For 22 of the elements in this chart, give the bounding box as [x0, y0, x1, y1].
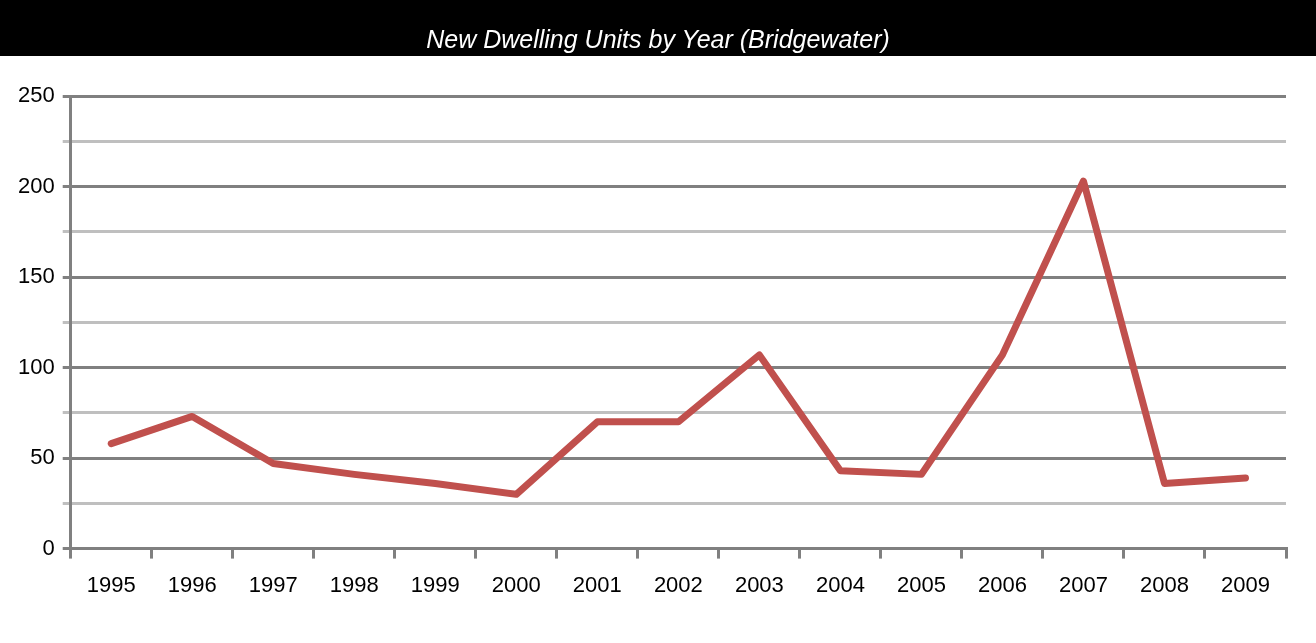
y-tick-label: 250 — [17, 82, 55, 108]
x-tick-label: 2003 — [734, 571, 784, 597]
x-tick-label: 2008 — [1139, 571, 1189, 597]
y-tick-label: 100 — [17, 353, 55, 379]
x-tick-label: 1998 — [329, 571, 379, 597]
y-tick-label: 200 — [17, 172, 55, 198]
y-tick-label: 150 — [17, 263, 55, 289]
y-tick-label: 50 — [30, 444, 55, 470]
x-tick-label: 2002 — [653, 571, 703, 597]
x-tick-label: 1996 — [167, 571, 217, 597]
x-tick-label: 2004 — [815, 571, 865, 597]
x-tick-label: 1995 — [86, 571, 136, 597]
x-tick-label: 2001 — [572, 571, 622, 597]
y-tick-label: 0 — [42, 534, 55, 560]
x-tick-label: 1999 — [410, 571, 460, 597]
x-tick-label: 2000 — [491, 571, 541, 597]
x-tick-label: 2007 — [1058, 571, 1108, 597]
chart-title: New Dwelling Units by Year (Bridgewater) — [0, 0, 1316, 56]
x-tick-label: 1997 — [248, 571, 298, 597]
x-tick-label: 2005 — [896, 571, 946, 597]
x-tick-label: 2009 — [1221, 571, 1270, 597]
x-tick-label: 2006 — [977, 571, 1027, 597]
